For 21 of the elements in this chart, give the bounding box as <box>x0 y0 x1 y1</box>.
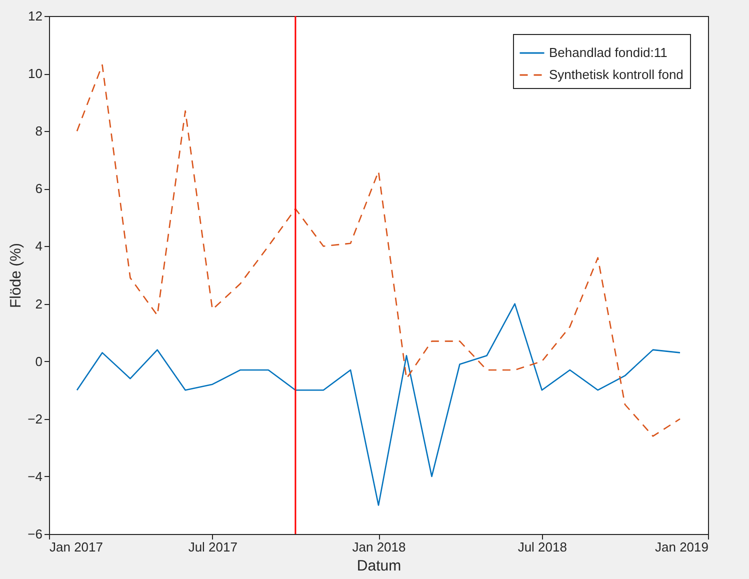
y-tick-label: −6 <box>28 526 42 542</box>
y-tick-label: −2 <box>28 411 42 426</box>
x-tick-label: Jul 2017 <box>188 540 238 554</box>
y-tick-label: 10 <box>28 66 42 82</box>
y-axis-title: Flöde (%) <box>8 242 25 308</box>
y-tick-label: 2 <box>35 296 42 312</box>
x-tick-label: Jan 2019 <box>655 540 708 554</box>
x-tick-label: Jan 2017 <box>50 540 103 554</box>
y-tick-label: −4 <box>28 468 42 484</box>
line-series <box>76 303 681 506</box>
legend-label: Synthetisk kontroll fond <box>549 67 684 82</box>
y-tick-label: 0 <box>35 354 42 369</box>
x-tick-label: Jul 2018 <box>518 540 567 554</box>
y-tick-label: 8 <box>35 124 42 139</box>
y-tick-label: 4 <box>35 238 42 254</box>
x-axis-title: Datum <box>356 558 402 574</box>
line-series <box>76 64 681 437</box>
y-tick-label: 6 <box>35 181 42 196</box>
legend-label: Behandlad fondid:11 <box>549 45 668 60</box>
y-tick-label: 12 <box>28 8 42 24</box>
x-tick-label: Jan 2018 <box>352 540 406 554</box>
